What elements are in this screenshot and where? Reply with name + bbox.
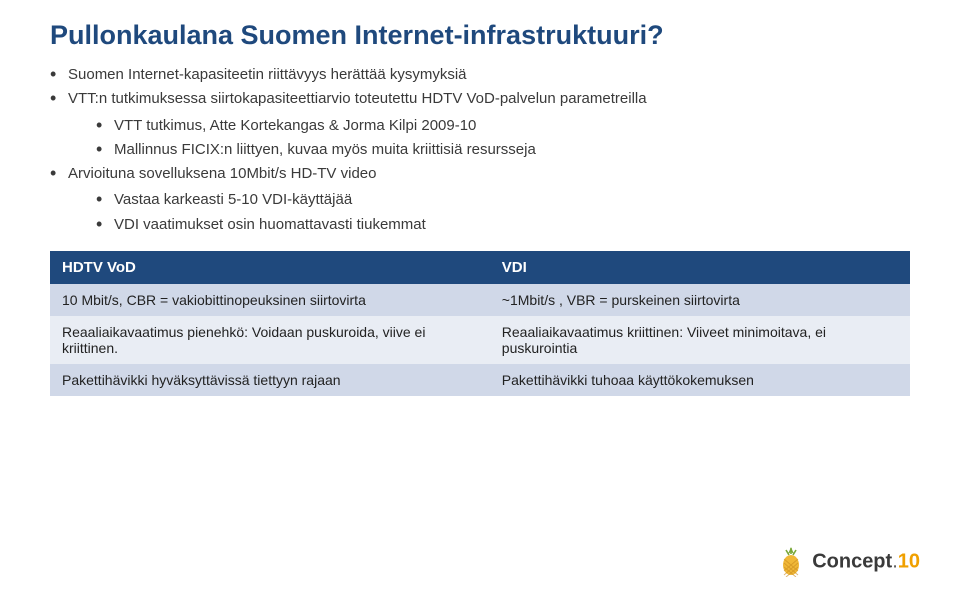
page-title: Pullonkaulana Suomen Internet-infrastruk… <box>50 20 910 51</box>
table-header-left: HDTV VoD <box>50 251 490 284</box>
table-cell: Reaaliaikavaatimus kriittinen: Viiveet m… <box>490 316 910 364</box>
logo-text: Concept.10 <box>812 551 920 573</box>
bullet-level2: Vastaa karkeasti 5-10 VDI-käyttäjää <box>96 190 910 210</box>
bullet-list: Suomen Internet-kapasiteetin riittävyys … <box>50 65 910 235</box>
bullet-level1: VTT:n tutkimuksessa siirtokapasiteettiar… <box>50 89 910 160</box>
table-header-right: VDI <box>490 251 910 284</box>
bullet-level2: VTT tutkimus, Atte Kortekangas & Jorma K… <box>96 116 910 136</box>
table-cell: Pakettihävikki tuhoaa käyttökokemuksen <box>490 364 910 396</box>
bullet-level1: Arvioituna sovelluksena 10Mbit/s HD-TV v… <box>50 164 910 235</box>
table-cell: 10 Mbit/s, CBR = vakiobittinopeuksinen s… <box>50 284 490 316</box>
logo-name: Concept <box>812 551 892 573</box>
logo: Concept.10 <box>778 545 920 582</box>
logo-ten: 10 <box>898 551 920 573</box>
table-row: Reaaliaikavaatimus pienehkö: Voidaan pus… <box>50 316 910 364</box>
table-row: 10 Mbit/s, CBR = vakiobittinopeuksinen s… <box>50 284 910 316</box>
bullet-text: VTT:n tutkimuksessa siirtokapasiteettiar… <box>68 90 647 107</box>
bullet-sublist: Vastaa karkeasti 5-10 VDI-käyttäjää VDI … <box>68 190 910 235</box>
bullet-level1: Suomen Internet-kapasiteetin riittävyys … <box>50 65 910 85</box>
comparison-table: HDTV VoD VDI 10 Mbit/s, CBR = vakiobitti… <box>50 251 910 396</box>
bullet-text: Arvioituna sovelluksena 10Mbit/s HD-TV v… <box>68 165 376 182</box>
table-cell: Pakettihävikki hyväksyttävissä tiettyyn … <box>50 364 490 396</box>
table-header-row: HDTV VoD VDI <box>50 251 910 284</box>
table-cell: Reaaliaikavaatimus pienehkö: Voidaan pus… <box>50 316 490 364</box>
bullet-level2: Mallinnus FICIX:n liittyen, kuvaa myös m… <box>96 140 910 160</box>
table-row: Pakettihävikki hyväksyttävissä tiettyyn … <box>50 364 910 396</box>
bullet-level2: VDI vaatimukset osin huomattavasti tiuke… <box>96 215 910 235</box>
table-cell: ~1Mbit/s , VBR = purskeinen siirtovirta <box>490 284 910 316</box>
slide: Pullonkaulana Suomen Internet-infrastruk… <box>0 0 960 600</box>
bullet-sublist: VTT tutkimus, Atte Kortekangas & Jorma K… <box>68 116 910 161</box>
pineapple-icon <box>778 545 804 582</box>
